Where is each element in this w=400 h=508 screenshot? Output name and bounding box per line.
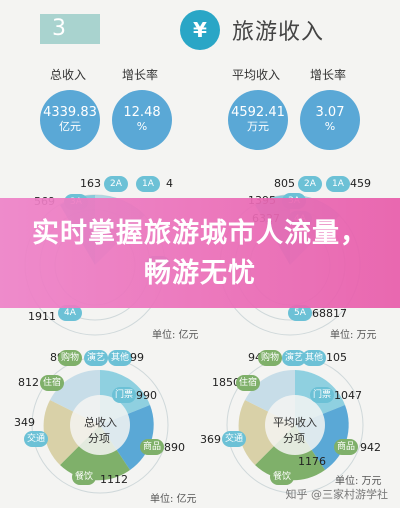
category-tag: 购物 (258, 350, 283, 366)
avg-income-circle: 4592.41 万元 (228, 90, 288, 150)
category-value: 369 (200, 433, 221, 446)
grade-value: 1911 (28, 310, 56, 323)
grade-unit: 单位: 万元 (330, 330, 377, 341)
grade-tag: 2A (298, 176, 322, 192)
category-tag: 商品 (334, 439, 359, 455)
total-growth-unit: % (136, 120, 148, 133)
category-tag: 商品 (140, 439, 165, 455)
section-number: 3 (40, 14, 100, 44)
grade-value: 163 (80, 177, 101, 190)
promo-banner (0, 198, 400, 308)
avg-growth-label: 增长率 (310, 68, 347, 82)
category-tag: 住宿 (236, 375, 261, 391)
grade-value: 4 (166, 177, 173, 190)
avg-growth-value: 3.07 (315, 105, 345, 120)
grade-tag: 1A (326, 176, 350, 192)
total-growth-circle: 12.48 % (112, 90, 172, 150)
avg-income-label: 平均收入 (232, 68, 281, 82)
category-tag: 住宿 (40, 375, 65, 391)
category-tag: 餐饮 (270, 469, 295, 485)
total-income-value: 4339.83 (43, 105, 97, 120)
grade-tag: 5A (288, 305, 312, 321)
grade-tag: 2A (104, 176, 128, 192)
avg-income-value: 4592.41 (231, 105, 285, 120)
category-center-line1: 总收入 (84, 416, 117, 429)
total-growth-value: 12.48 (123, 105, 161, 120)
category-value: 349 (14, 416, 35, 429)
category-tag: 其他 (302, 350, 327, 366)
category-value: 1047 (334, 389, 362, 402)
grade-tag: 4A (58, 305, 82, 321)
category-value: 99 (130, 351, 144, 364)
category-tag: 餐饮 (72, 469, 97, 485)
category-value: 1850 (212, 376, 240, 389)
category-tag: 演艺 (84, 350, 109, 366)
total-growth-label: 增长率 (122, 68, 159, 82)
grade-value: 68817 (312, 307, 347, 320)
avg-income-unit: 万元 (247, 120, 269, 133)
category-chart-left-pie (31, 356, 169, 494)
grade-unit: 单位: 亿元 (152, 330, 199, 341)
category-value: 105 (326, 351, 347, 364)
page-title: 旅游收入 (232, 20, 325, 45)
category-center-line2: 分项 (283, 432, 305, 445)
watermark: 知乎 @三家村游学社 (285, 488, 389, 501)
category-tag: 门票 (310, 387, 335, 403)
banner-text: 实时掌握旅游城市人流量，畅游无忧 (32, 218, 368, 289)
category-tag: 交通 (222, 431, 247, 447)
category-value: 942 (360, 441, 381, 454)
category-tag: 其他 (108, 350, 133, 366)
avg-growth-circle: 3.07 % (300, 90, 360, 150)
grade-value: 805 (274, 177, 295, 190)
category-value: 1112 (100, 473, 128, 486)
category-unit: 单位: 亿元 (150, 494, 197, 505)
category-value: 890 (164, 441, 185, 454)
category-value: 812 (18, 376, 39, 389)
category-value: 1176 (298, 455, 326, 468)
category-chart-right-pie (226, 356, 364, 494)
category-tag: 演艺 (282, 350, 307, 366)
category-value: 990 (136, 389, 157, 402)
category-tag: 购物 (58, 350, 83, 366)
total-income-label: 总收入 (50, 68, 87, 82)
total-income-unit: 亿元 (59, 120, 81, 133)
category-center-line1: 平均收入 (273, 416, 317, 429)
avg-growth-unit: % (324, 120, 336, 133)
category-tag: 交通 (24, 431, 49, 447)
category-unit: 单位: 万元 (335, 476, 382, 487)
money-bag-icon: ¥ (180, 10, 220, 50)
total-income-circle: 4339.83 亿元 (40, 90, 100, 150)
grade-value: 459 (350, 177, 371, 190)
grade-tag: 1A (136, 176, 160, 192)
category-tag: 门票 (112, 387, 137, 403)
category-center-line2: 分项 (88, 432, 110, 445)
